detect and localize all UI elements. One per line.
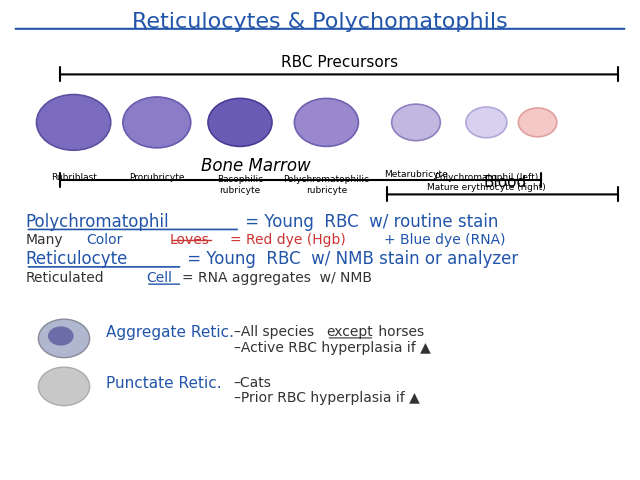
Text: Many: Many [26, 233, 63, 248]
Text: Loves: Loves [170, 233, 209, 248]
Text: Reticulocytes & Polychomatophils: Reticulocytes & Polychomatophils [132, 12, 508, 32]
Circle shape [518, 108, 557, 137]
Text: Rubriblast: Rubriblast [51, 173, 97, 182]
Text: Color: Color [86, 233, 123, 248]
Text: = Young  RBC  w/ NMB stain or analyzer: = Young RBC w/ NMB stain or analyzer [182, 250, 518, 268]
Text: horses: horses [374, 325, 424, 339]
Text: = RNA aggregates  w/ NMB: = RNA aggregates w/ NMB [182, 271, 372, 286]
Text: –Active RBC hyperplasia if ▲: –Active RBC hyperplasia if ▲ [234, 341, 430, 355]
Circle shape [48, 326, 74, 346]
Text: = Red dye (Hgb): = Red dye (Hgb) [230, 233, 346, 248]
Text: Polychromatophilic
rubricyte: Polychromatophilic rubricyte [284, 175, 369, 194]
Text: Cell: Cell [146, 271, 172, 286]
Circle shape [208, 98, 272, 146]
Text: Polychromatophil: Polychromatophil [26, 213, 169, 231]
Text: –All species: –All species [234, 325, 318, 339]
Text: Reticulocyte: Reticulocyte [26, 250, 128, 268]
Circle shape [36, 95, 111, 150]
Text: Basophilic
rubricyte: Basophilic rubricyte [217, 175, 263, 194]
Text: Metarubricyte: Metarubricyte [384, 170, 448, 180]
Circle shape [294, 98, 358, 146]
Text: Prorubricyte: Prorubricyte [129, 173, 184, 182]
Text: –Cats: –Cats [234, 376, 271, 390]
Text: Bone Marrow: Bone Marrow [201, 157, 311, 175]
Text: Polychromatophil (left)
Mature erythrocyte (right): Polychromatophil (left) Mature erythrocy… [427, 173, 546, 192]
Text: –Prior RBC hyperplasia if ▲: –Prior RBC hyperplasia if ▲ [234, 391, 419, 406]
Text: Punctate Retic.: Punctate Retic. [106, 375, 221, 391]
Text: Blood: Blood [484, 175, 527, 190]
Circle shape [392, 104, 440, 141]
Text: except: except [326, 325, 373, 339]
Text: Aggregate Retic.: Aggregate Retic. [106, 324, 234, 340]
Text: Reticulated: Reticulated [26, 271, 104, 286]
Text: + Blue dye (RNA): + Blue dye (RNA) [384, 233, 506, 248]
Circle shape [38, 319, 90, 358]
Circle shape [123, 97, 191, 148]
Circle shape [466, 107, 507, 138]
Text: = Young  RBC  w/ routine stain: = Young RBC w/ routine stain [240, 213, 499, 231]
Circle shape [38, 367, 90, 406]
Text: RBC Precursors: RBC Precursors [280, 55, 398, 70]
